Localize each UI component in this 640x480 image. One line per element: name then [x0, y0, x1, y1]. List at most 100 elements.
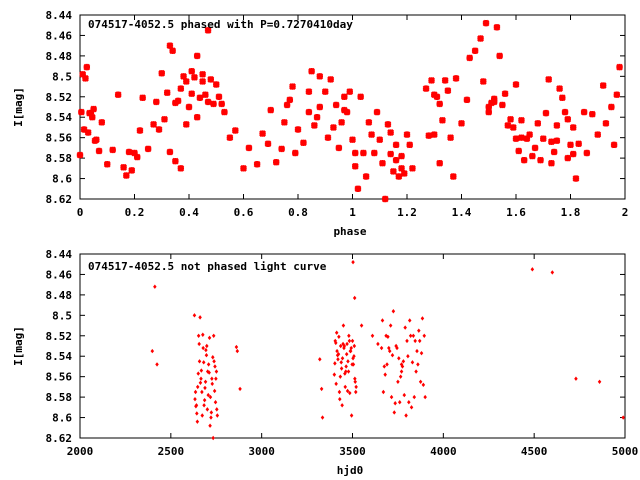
data-point — [564, 115, 572, 123]
data-point — [408, 333, 413, 338]
data-point — [376, 341, 380, 347]
data-point — [607, 103, 615, 111]
data-point — [413, 338, 417, 344]
data-point — [200, 413, 205, 418]
data-point — [352, 354, 356, 359]
data-point — [207, 335, 212, 341]
data-point — [534, 119, 542, 127]
data-point — [594, 131, 602, 138]
data-point — [207, 76, 215, 83]
y-tick-label: 8.46 — [46, 268, 73, 281]
data-point — [350, 338, 355, 344]
data-point — [392, 410, 397, 415]
data-point — [305, 108, 313, 116]
data-point — [439, 116, 446, 124]
data-point — [398, 152, 405, 160]
data-point — [82, 74, 89, 82]
data-point — [337, 389, 342, 395]
data-point — [218, 100, 226, 108]
data-point — [602, 119, 610, 127]
data-point — [259, 130, 266, 137]
data-point — [201, 345, 205, 351]
unphased-panel: 2000 2500 3000 3500 4000 4500 5000 8.448.468.4… — [12, 248, 638, 477]
data-point — [152, 98, 160, 106]
y-tick-label: 8.46 — [46, 29, 73, 42]
data-point — [188, 90, 196, 98]
data-point — [518, 116, 525, 124]
data-point — [550, 148, 558, 156]
data-point — [128, 167, 136, 174]
data-point — [193, 389, 198, 395]
x-tick-label: 3000 — [248, 445, 275, 458]
data-point — [319, 386, 324, 392]
data-point — [387, 129, 395, 136]
data-point — [613, 91, 621, 99]
data-point — [185, 103, 193, 111]
data-point — [354, 185, 362, 193]
data-point — [574, 376, 578, 381]
y-ticks: 8.44 8.46 8.48 8.5 8.52 8.54 8.56 8.58 8.6 8.62 — [46, 248, 625, 445]
data-point — [390, 353, 395, 358]
data-point — [397, 356, 401, 361]
data-point — [334, 330, 339, 335]
data-point — [518, 134, 525, 142]
data-point — [264, 140, 272, 148]
data-point — [416, 362, 420, 367]
data-point — [332, 372, 337, 377]
data-point — [463, 96, 471, 104]
data-point — [133, 153, 141, 161]
data-point — [202, 403, 206, 408]
x-tick-label: 0 — [77, 206, 84, 219]
data-point — [188, 67, 196, 75]
data-point — [403, 325, 407, 330]
data-point — [334, 340, 338, 346]
data-point — [136, 127, 144, 134]
data-point — [345, 341, 349, 347]
data-point — [205, 343, 209, 349]
data-point — [507, 115, 514, 123]
data-point — [103, 160, 111, 168]
data-point — [212, 81, 220, 88]
data-point — [341, 323, 346, 328]
data-point — [234, 344, 239, 350]
data-point — [398, 164, 405, 172]
data-point — [199, 70, 207, 78]
data-point — [537, 156, 544, 164]
data-point — [267, 106, 275, 114]
data-point — [572, 175, 580, 182]
data-point — [569, 150, 577, 158]
data-point — [212, 388, 217, 394]
data-point — [174, 97, 182, 105]
data-point — [402, 392, 407, 398]
data-point — [381, 389, 386, 395]
data-point — [415, 348, 419, 354]
data-point — [490, 98, 498, 106]
data-point — [509, 124, 517, 131]
data-point — [410, 360, 415, 365]
data-point — [482, 19, 490, 27]
data-point — [204, 347, 208, 353]
data-point — [125, 148, 133, 156]
data-point — [409, 405, 414, 410]
data-point — [419, 350, 424, 356]
data-point — [195, 411, 199, 416]
data-point — [422, 333, 427, 338]
data-point — [153, 284, 157, 289]
data-point — [310, 122, 318, 129]
data-point — [501, 90, 509, 98]
data-point — [76, 151, 84, 159]
phased-panel: 0 0.2 0.4 0.6 0.8 1 1.2 1.4 1.6 1.8 2 8.44 8.46 8.48… — [12, 9, 628, 238]
y-tick-label: 8.58 — [46, 152, 73, 165]
data-point — [370, 333, 375, 338]
data-point — [411, 333, 416, 338]
data-point — [215, 407, 219, 412]
data-point — [318, 357, 322, 362]
data-point — [196, 94, 204, 102]
data-point — [195, 384, 200, 390]
data-point — [80, 126, 88, 133]
data-point — [196, 333, 201, 338]
data-point — [114, 91, 122, 99]
data-point — [384, 121, 392, 128]
data-point — [321, 88, 329, 96]
